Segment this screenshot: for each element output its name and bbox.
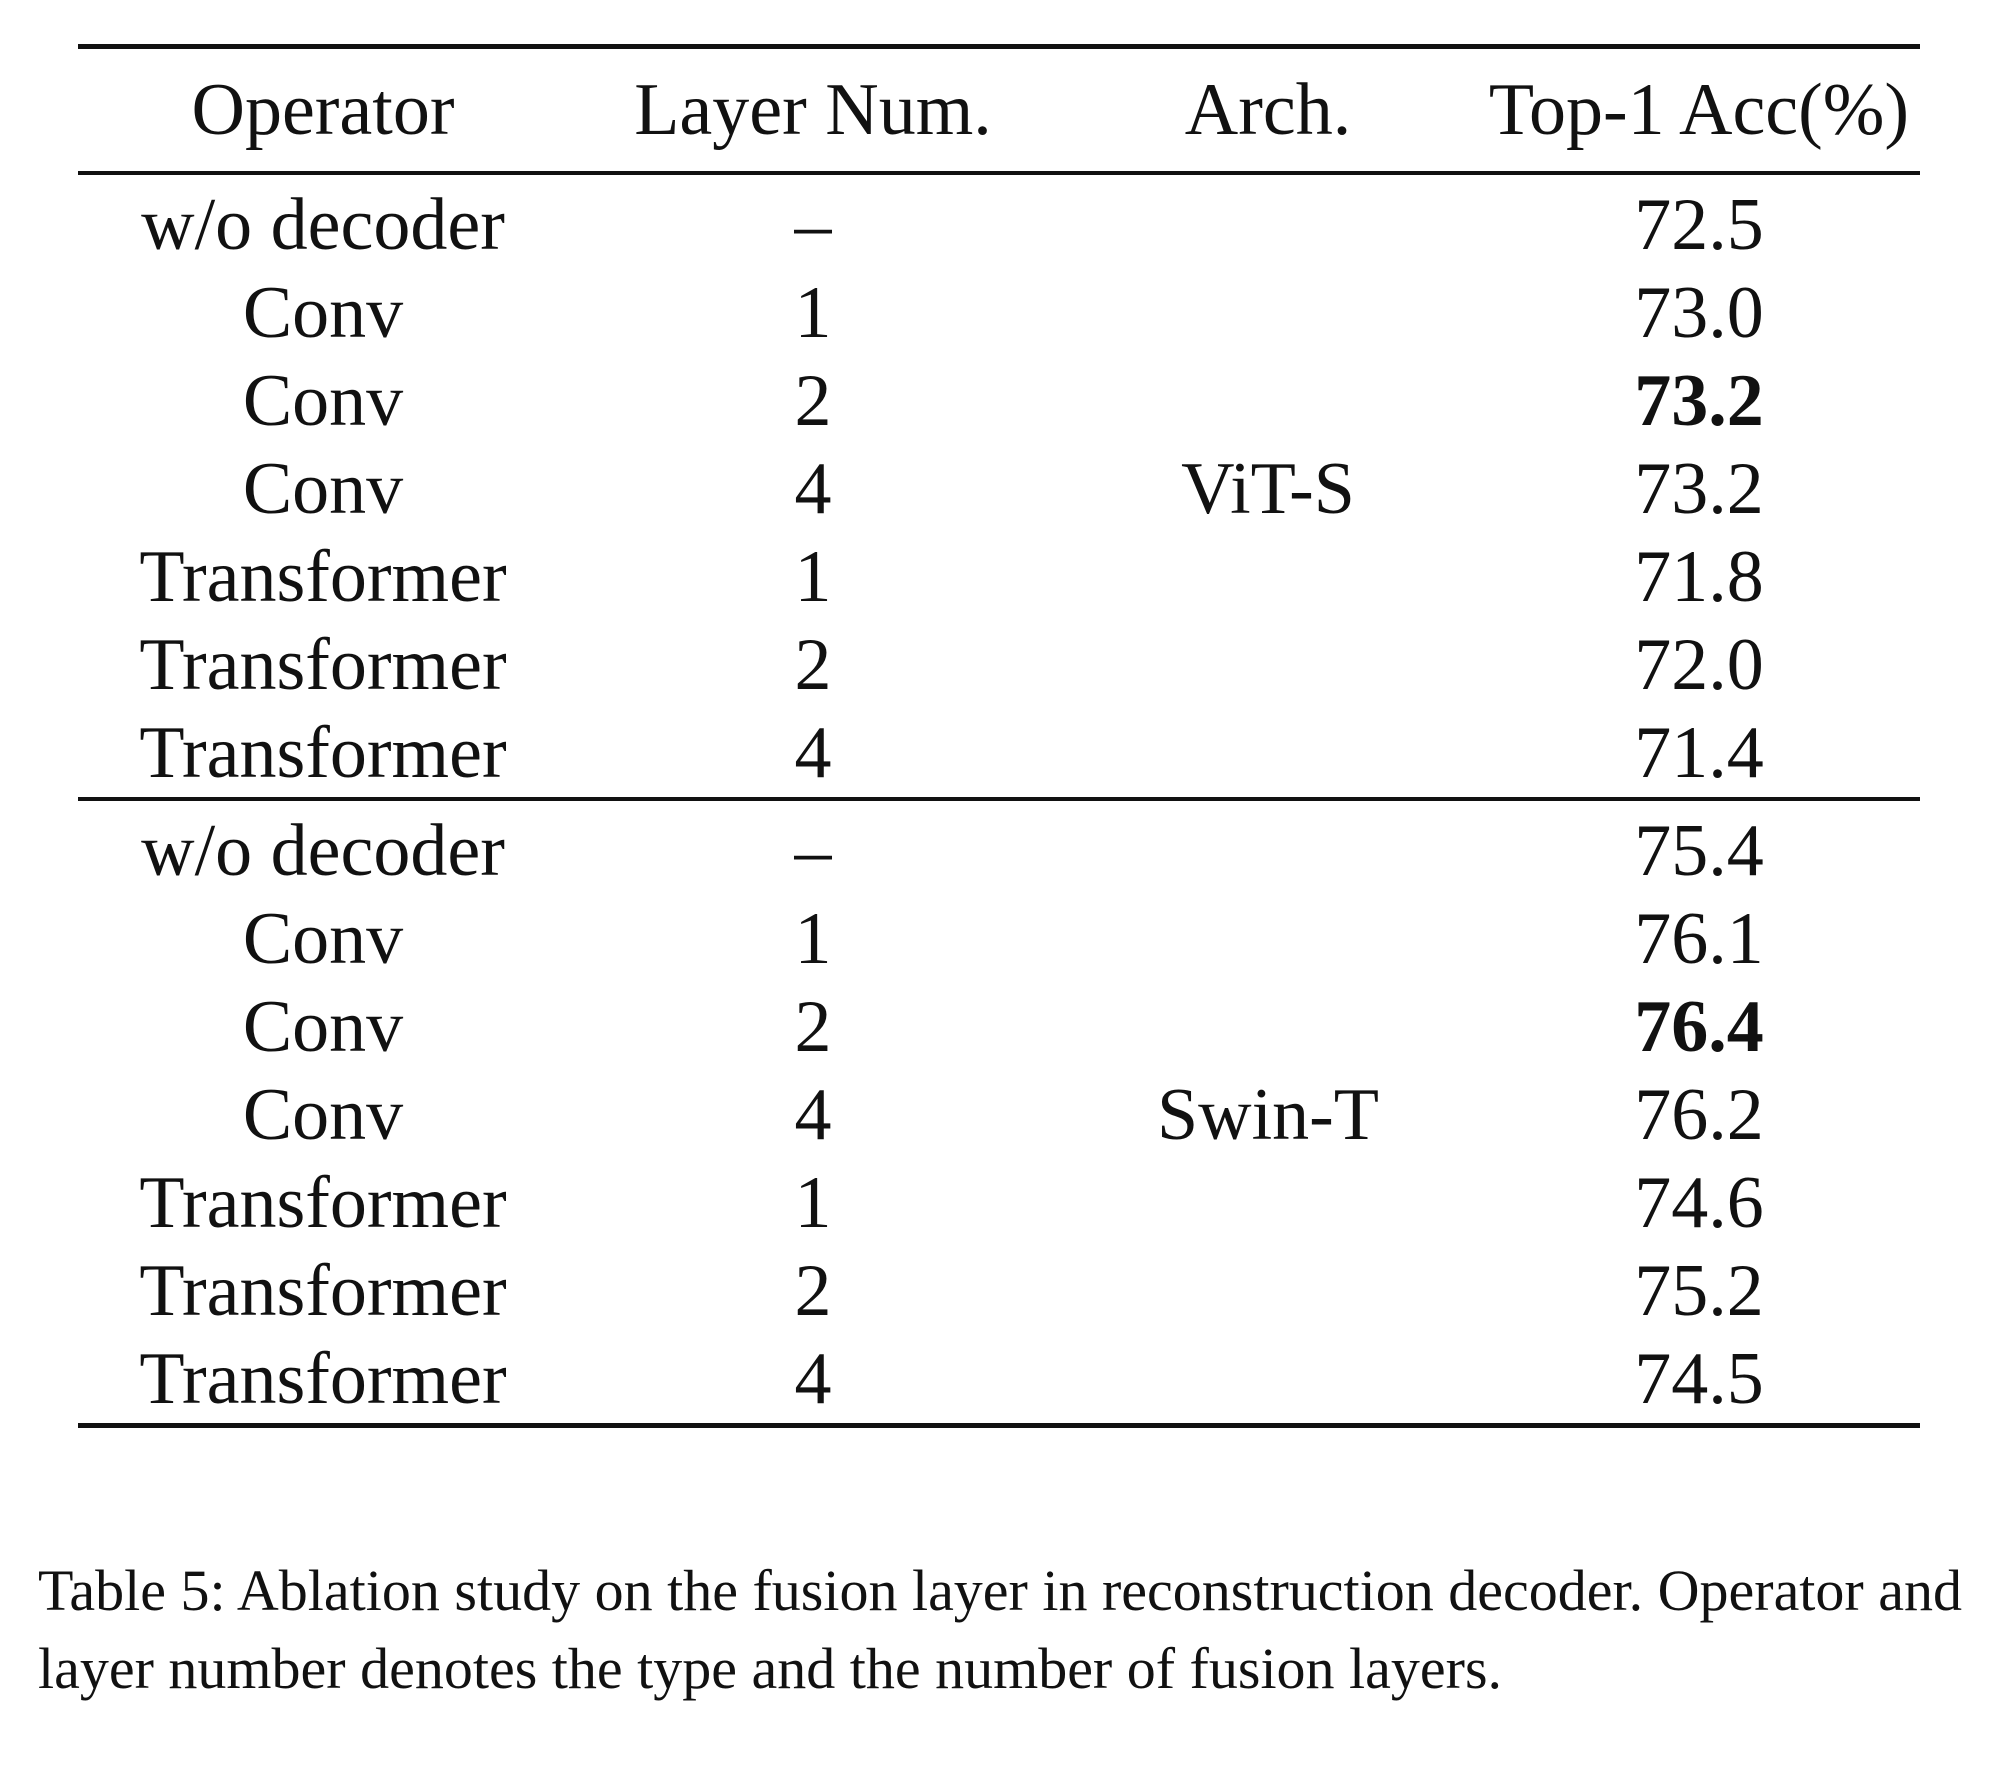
- operator-cell: Conv: [242, 986, 404, 1068]
- operator-cell: Transformer: [139, 536, 507, 618]
- top1-acc-cell: 76.2: [1634, 1074, 1764, 1156]
- operator-cell: Transformer: [139, 712, 507, 794]
- layer-num-cell: 1: [794, 536, 832, 618]
- layer-num-cell: 4: [794, 712, 832, 794]
- results-table: Operator Layer Num. Arch. Top-1 Acc(%) w…: [78, 44, 1920, 1428]
- table-row: w/o decoder – 72.5: [78, 181, 1920, 269]
- operator-cell: Conv: [242, 898, 404, 980]
- top-rule: [78, 44, 1920, 49]
- bottom-rule: [78, 1423, 1920, 1428]
- top1-acc-cell: 75.4: [1634, 810, 1764, 892]
- table-row: Transformer 2 75.2: [78, 1247, 1920, 1335]
- top1-acc-cell: 75.2: [1634, 1250, 1764, 1332]
- header-rule: [78, 171, 1920, 175]
- operator-cell: Conv: [242, 272, 404, 354]
- table-row: Transformer 2 72.0: [78, 621, 1920, 709]
- layer-num-cell: –: [794, 810, 832, 892]
- layer-num-cell: 4: [794, 448, 832, 530]
- operator-cell: Transformer: [139, 1338, 507, 1420]
- table-row: Transformer 1 74.6: [78, 1159, 1920, 1247]
- table-row: Conv 2 76.4: [78, 983, 1920, 1071]
- table-row: Conv 1 76.1: [78, 895, 1920, 983]
- table-row: Transformer 1 71.8: [78, 533, 1920, 621]
- top1-acc-cell: 73.0: [1634, 272, 1764, 354]
- top1-acc-cell: 71.4: [1634, 712, 1764, 794]
- arch-label: Swin-T: [1157, 1074, 1379, 1156]
- layer-num-cell: 1: [794, 898, 832, 980]
- arch-label: ViT-S: [1181, 448, 1355, 530]
- section-rule: [78, 797, 1920, 801]
- layer-num-cell: 2: [794, 624, 832, 706]
- operator-cell: Transformer: [139, 624, 507, 706]
- table-row: Conv 2 73.2: [78, 357, 1920, 445]
- layer-num-cell: 1: [794, 272, 832, 354]
- table-section: w/o decoder – 72.5 Conv 1 73.0 Conv 2 73.2 Conv 4 7…: [78, 181, 1920, 797]
- header-operator: Operator: [191, 69, 455, 151]
- layer-num-cell: 2: [794, 1250, 832, 1332]
- top1-acc-cell: 73.2: [1634, 448, 1764, 530]
- layer-num-cell: 1: [794, 1162, 832, 1244]
- header-arch: Arch.: [1184, 69, 1352, 151]
- layer-num-cell: 4: [794, 1074, 832, 1156]
- operator-cell: Transformer: [139, 1162, 507, 1244]
- top1-acc-cell: 73.2: [1634, 360, 1764, 442]
- operator-cell: w/o decoder: [141, 184, 505, 266]
- top1-acc-cell: 76.4: [1634, 986, 1764, 1068]
- operator-cell: Conv: [242, 448, 404, 530]
- operator-cell: Conv: [242, 1074, 404, 1156]
- table-row: Transformer 4 74.5: [78, 1335, 1920, 1423]
- layer-num-cell: 4: [794, 1338, 832, 1420]
- table-row: Conv 4 73.2: [78, 445, 1920, 533]
- table-caption: Table 5: Ablation study on the fusion la…: [38, 1558, 1962, 1701]
- table-body: w/o decoder – 72.5 Conv 1 73.0 Conv 2 73.2 Conv 4 7…: [78, 181, 1920, 1423]
- table-row: Transformer 4 71.4: [78, 709, 1920, 797]
- operator-cell: Conv: [242, 360, 404, 442]
- header-top1-acc: Top-1 Acc(%): [1488, 69, 1910, 151]
- table-row: w/o decoder – 75.4: [78, 807, 1920, 895]
- layer-num-cell: –: [794, 184, 832, 266]
- top1-acc-cell: 76.1: [1634, 898, 1764, 980]
- top1-acc-cell: 72.0: [1634, 624, 1764, 706]
- table-row: Conv 4 76.2: [78, 1071, 1920, 1159]
- top1-acc-cell: 71.8: [1634, 536, 1764, 618]
- top1-acc-cell: 74.6: [1634, 1162, 1764, 1244]
- layer-num-cell: 2: [794, 986, 832, 1068]
- top1-acc-cell: 74.5: [1634, 1338, 1764, 1420]
- table-row: Conv 1 73.0: [78, 269, 1920, 357]
- table-header: Operator Layer Num. Arch. Top-1 Acc(%): [78, 49, 1920, 171]
- operator-cell: Transformer: [139, 1250, 507, 1332]
- table-section: w/o decoder – 75.4 Conv 1 76.1 Conv 2 76.4 Conv 4 7…: [78, 807, 1920, 1423]
- layer-num-cell: 2: [794, 360, 832, 442]
- top1-acc-cell: 72.5: [1634, 184, 1764, 266]
- operator-cell: w/o decoder: [141, 810, 505, 892]
- header-layer-num: Layer Num.: [634, 69, 992, 151]
